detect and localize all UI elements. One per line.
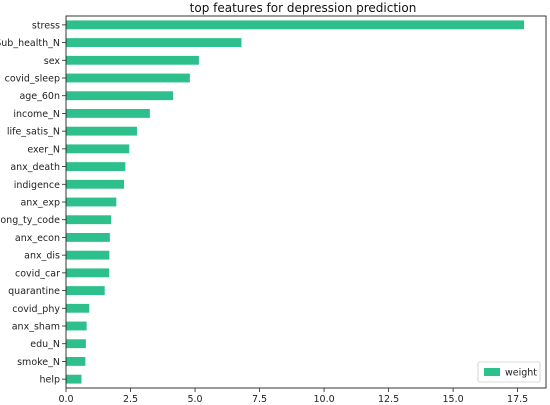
y-tick-label: anx_exp — [20, 198, 60, 209]
y-tick-label: smoke_N — [17, 357, 60, 368]
bar-help — [66, 374, 82, 384]
y-tick-label: anx_sham — [12, 322, 60, 333]
bar-income_N — [66, 109, 150, 118]
y-tick-label: edu_N — [30, 339, 60, 350]
bar-anx_death — [66, 162, 126, 171]
y-tick-label: Sub_health_N — [0, 38, 60, 49]
chart-title: top features for depression prediction — [190, 1, 417, 15]
legend-box — [477, 361, 541, 383]
x-tick-label: 12.5 — [378, 394, 399, 405]
x-tick-label: 5.0 — [187, 394, 202, 405]
bar-stress — [66, 20, 525, 30]
x-tick-label: 15.0 — [443, 394, 464, 405]
y-tick-label: quarantine — [8, 286, 60, 297]
y-tick-label: covid_phy — [12, 304, 60, 315]
bar-anx_sham — [66, 321, 87, 331]
bar-smoke_N — [66, 357, 86, 366]
bar-edu_N — [66, 339, 86, 349]
y-tick-label: life_satis_N — [7, 127, 60, 138]
bar-anx_exp — [66, 197, 117, 207]
x-tick-label: 2.5 — [123, 394, 138, 405]
bar-dong_ty_code — [66, 215, 112, 225]
bar-exer_N — [66, 144, 130, 154]
y-tick-label: exer_N — [27, 144, 60, 155]
bar-age_60n — [66, 91, 174, 101]
y-tick-label: anx_death — [10, 162, 60, 173]
bar-indigence — [66, 179, 125, 189]
bar-anx_dis — [66, 250, 110, 260]
legend-label: weight — [505, 368, 537, 379]
bar-Sub_health_N — [66, 38, 242, 47]
bar-quarantine — [66, 286, 105, 295]
x-tick-label: 10.0 — [313, 394, 334, 405]
y-tick-label: indigence — [14, 180, 60, 191]
plot-frame — [65, 15, 547, 389]
bar-covid_sleep — [66, 73, 190, 83]
bar-sex — [66, 55, 199, 65]
legend-swatch — [484, 368, 500, 376]
bar-life_satis_N — [66, 126, 137, 136]
y-tick-label: anx_dis — [24, 251, 60, 262]
y-tick-label: dong_ty_code — [0, 215, 60, 226]
x-tick-label: 0.0 — [58, 394, 73, 405]
y-tick-label: covid_sleep — [5, 74, 60, 85]
y-tick-label: help — [39, 375, 60, 386]
y-tick-label: sex — [44, 56, 61, 67]
bar-covid_phy — [66, 303, 90, 313]
bar-covid_car — [66, 268, 110, 278]
x-tick-label: 7.5 — [252, 394, 267, 405]
x-tick-label: 17.5 — [507, 394, 528, 405]
y-tick-label: stress — [32, 20, 60, 31]
y-tick-label: income_N — [13, 109, 60, 120]
y-tick-label: age_60n — [19, 91, 60, 102]
y-tick-label: covid_car — [15, 268, 60, 279]
y-tick-label: anx_econ — [15, 233, 60, 244]
bar-anx_econ — [66, 233, 110, 242]
